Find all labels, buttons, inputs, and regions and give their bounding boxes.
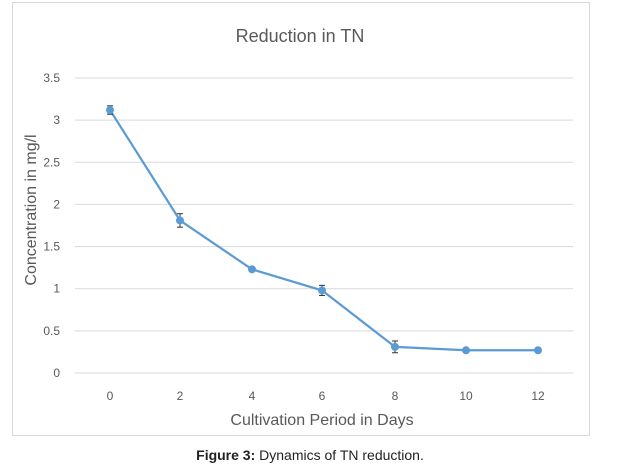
line-chart: Reduction in TN 0 0.5 1 1.5 2 2.5 3 3.5 0 2 4 6 8 10… bbox=[23, 26, 573, 429]
x-axis-label: Cultivation Period in Days bbox=[230, 412, 413, 429]
x-tick-label: 4 bbox=[249, 389, 256, 403]
y-tick-label: 3.5 bbox=[43, 71, 60, 85]
y-axis-label: Concentration in mg/l bbox=[23, 134, 40, 285]
y-tick-label: 2.5 bbox=[43, 155, 60, 169]
series-tn bbox=[106, 105, 542, 355]
y-tick-label: 3 bbox=[53, 113, 60, 127]
y-axis-ticks: 0 0.5 1 1.5 2 2.5 3 3.5 bbox=[43, 71, 60, 380]
x-axis-ticks: 0 2 4 6 8 10 12 bbox=[107, 389, 545, 403]
x-tick-label: 8 bbox=[392, 389, 399, 403]
caption-text: Dynamics of TN reduction. bbox=[255, 447, 424, 463]
data-point bbox=[318, 286, 326, 295]
x-tick-label: 2 bbox=[177, 389, 184, 403]
y-tick-label: 2 bbox=[53, 197, 60, 211]
y-tick-label: 1 bbox=[53, 282, 60, 296]
x-tick-label: 10 bbox=[459, 389, 473, 403]
figure-caption: Figure 3: Dynamics of TN reduction. bbox=[0, 447, 620, 463]
data-point bbox=[106, 106, 114, 115]
y-tick-label: 0.5 bbox=[43, 324, 60, 338]
y-tick-label: 1.5 bbox=[43, 240, 60, 254]
data-point bbox=[534, 346, 542, 355]
y-tick-label: 0 bbox=[53, 366, 60, 380]
series-line bbox=[109, 109, 538, 352]
data-point bbox=[248, 265, 256, 274]
data-point bbox=[391, 342, 399, 351]
x-tick-label: 0 bbox=[107, 389, 114, 403]
x-tick-label: 12 bbox=[531, 389, 545, 403]
gridlines bbox=[75, 77, 573, 374]
chart-frame bbox=[12, 2, 590, 436]
data-point bbox=[462, 346, 470, 355]
data-point bbox=[176, 216, 184, 225]
x-tick-label: 6 bbox=[319, 389, 326, 403]
chart-title: Reduction in TN bbox=[236, 26, 365, 46]
caption-label: Figure 3: bbox=[196, 447, 256, 463]
